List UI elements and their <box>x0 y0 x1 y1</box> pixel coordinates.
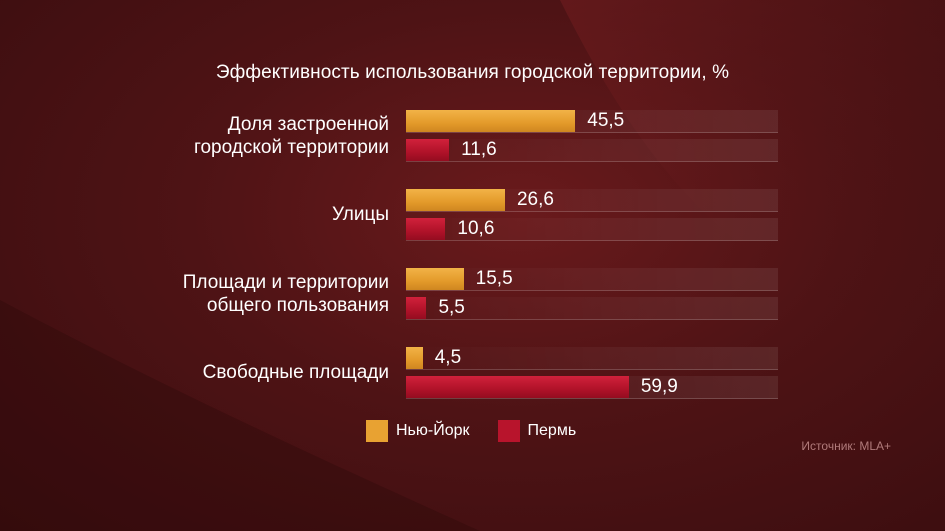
category-label-line: Улицы <box>331 204 389 225</box>
chart-title: Эффективность использования городской те… <box>215 62 730 83</box>
category-label-line: Площади и территории <box>182 271 389 293</box>
category-label: Площади и территории общего пользования <box>89 271 389 317</box>
legend-label: Пермь <box>527 422 577 439</box>
bar-track <box>406 347 778 370</box>
category-label: Доля застроенной городской территории <box>89 113 389 159</box>
category-label-line: Свободные площади <box>202 362 389 383</box>
bar-track <box>406 297 778 320</box>
data-label: 4,5 <box>434 347 462 368</box>
bar-new-york <box>406 268 464 290</box>
legend-swatch <box>497 420 520 442</box>
source-note: Источник: MLA+ <box>801 439 891 453</box>
legend-item: Нью-Йорк <box>366 420 470 442</box>
bar-track <box>406 268 778 291</box>
data-label: 59,9 <box>640 376 678 397</box>
legend-label: Нью-Йорк <box>396 422 470 439</box>
legend-swatch <box>366 420 388 442</box>
bar-track <box>406 139 778 162</box>
bar-perm <box>406 218 446 240</box>
bar-perm <box>406 139 450 161</box>
category-label-line: городской территории <box>193 136 389 158</box>
bar-track <box>406 218 778 241</box>
data-label: 45,5 <box>587 110 625 131</box>
chart-legend: Нью-Йорк Пермь <box>366 420 604 442</box>
data-label: 10,6 <box>457 218 495 239</box>
data-label: 11,6 <box>461 139 497 160</box>
legend-item: Пермь <box>497 420 577 442</box>
bar-new-york <box>406 347 423 369</box>
bar-perm <box>406 376 629 398</box>
bar-new-york <box>406 189 505 211</box>
category-label: Свободные площади <box>89 361 389 384</box>
bar-new-york <box>406 110 576 132</box>
bar-perm <box>406 297 427 319</box>
category-label: Улицы <box>89 203 389 226</box>
data-label: 15,5 <box>475 268 513 289</box>
data-label: 5,5 <box>438 297 465 318</box>
category-label-line: Доля застроенной <box>227 113 389 135</box>
data-label: 26,6 <box>516 189 554 210</box>
category-label-line: общего пользования <box>206 294 389 316</box>
